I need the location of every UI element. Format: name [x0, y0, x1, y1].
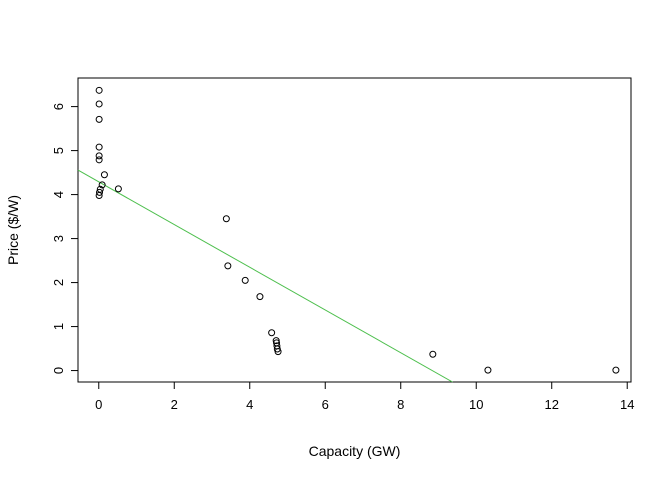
data-point: [95, 152, 103, 160]
data-point: [114, 185, 122, 193]
y-tick-label: 6: [51, 103, 66, 110]
data-point: [98, 181, 106, 189]
x-tick-label: 6: [322, 397, 329, 412]
data-point: [484, 366, 492, 374]
data-point: [100, 171, 108, 179]
data-point: [96, 188, 104, 196]
points-layer: [95, 86, 620, 374]
x-tick-label: 14: [620, 397, 634, 412]
y-tick-label: 1: [51, 323, 66, 330]
data-point: [612, 366, 620, 374]
y-axis-label: Price ($/W): [5, 195, 21, 265]
data-point: [256, 293, 264, 301]
data-point: [274, 348, 282, 356]
data-point: [95, 191, 103, 199]
plot-frame: [77, 77, 632, 383]
y-tick-label: 2: [51, 279, 66, 286]
data-point: [95, 100, 103, 108]
y-tick-label: 4: [51, 191, 66, 198]
x-tick-label: 8: [397, 397, 404, 412]
y-tick-label: 5: [51, 147, 66, 154]
data-point: [241, 276, 249, 284]
x-tick-label: 10: [469, 397, 483, 412]
x-axis-label: Capacity (GW): [309, 443, 401, 459]
x-tick-label: 4: [246, 397, 253, 412]
data-point: [95, 156, 103, 164]
fit-line-layer: [77, 169, 453, 383]
y-tick-label: 3: [51, 235, 66, 242]
data-point: [429, 350, 437, 358]
x-axis: 0 2 4 6 8 10 12 14: [95, 381, 634, 412]
data-point: [268, 329, 276, 337]
x-tick-label: 12: [544, 397, 558, 412]
y-axis: 0 1 2 3 4 5 6: [51, 103, 79, 374]
x-tick-label: 0: [95, 397, 102, 412]
data-point: [95, 115, 103, 123]
x-tick-label: 2: [171, 397, 178, 412]
data-point: [95, 143, 103, 151]
y-tick-label: 0: [51, 367, 66, 374]
regression-line: [77, 169, 453, 383]
data-point: [95, 86, 103, 94]
data-point: [222, 215, 230, 223]
data-point: [224, 262, 232, 270]
